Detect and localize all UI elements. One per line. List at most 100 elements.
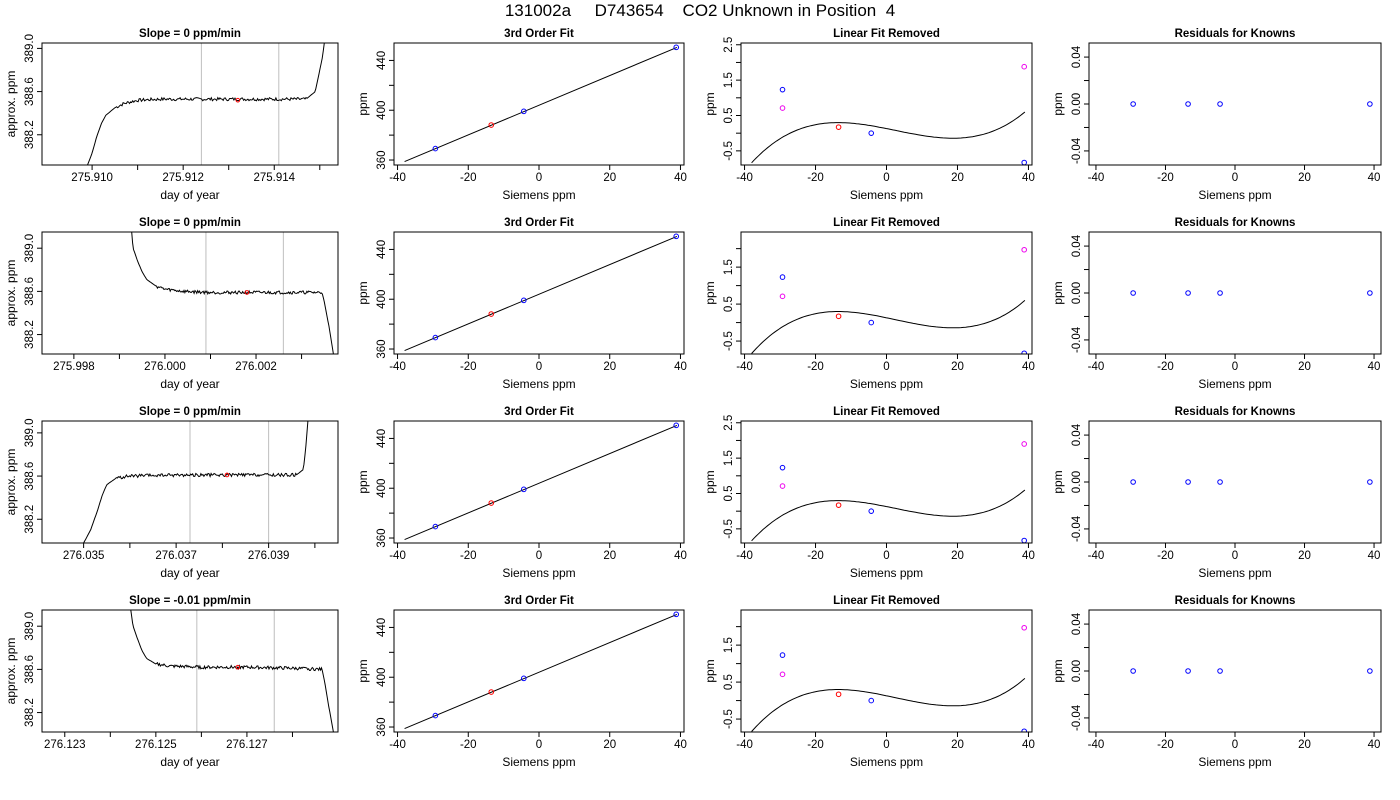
data-point-blue (779, 652, 786, 658)
data-point-blue (432, 523, 439, 530)
fit-curve (751, 300, 1026, 354)
y-tick-label: 400 (376, 290, 388, 309)
plot-area (131, 232, 334, 354)
x-tick-label: -40 (389, 361, 406, 373)
y-tick-label: 1.5 (723, 637, 735, 653)
data-point-red (835, 124, 842, 130)
panel-title: 3rd Order Fit (504, 406, 574, 418)
plot-frame (41, 42, 339, 166)
series-line (87, 43, 325, 165)
x-tick-label: 40 (1022, 172, 1035, 184)
y-tick-label: 0.5 (723, 296, 735, 312)
y-tick-label: 389.0 (24, 34, 36, 63)
panel-r0-c0: Slope = 0 ppm/min day of year approx. ppm 2… (4, 28, 339, 202)
x-axis-label: Siemens ppm (850, 377, 923, 391)
panel-r2-c2: Linear Fit Removed Siemens ppm ppm -40 -20 0 2… (703, 406, 1035, 580)
panel-title: Residuals for Knowns (1175, 28, 1296, 40)
panel-title: Slope = 0 ppm/min (139, 406, 241, 418)
plot-area (83, 421, 309, 543)
data-point-blue (1021, 350, 1027, 354)
x-axis-label: Siemens ppm (502, 755, 575, 769)
x-axis-label: day of year (160, 188, 219, 202)
panel-title: Linear Fit Removed (833, 406, 940, 418)
x-tick-label: -40 (1088, 550, 1105, 562)
x-axis-label: Siemens ppm (502, 566, 575, 580)
y-tick-label: 0.04 (1071, 423, 1083, 446)
x-tick-label: 276.035 (63, 550, 105, 562)
data-point-red (488, 689, 495, 695)
data-point-blue (1217, 479, 1223, 485)
y-tick-label: 2.5 (723, 415, 735, 431)
x-tick-label: 20 (951, 361, 964, 373)
panel-r0-c3: Residuals for Knowns Siemens ppm ppm -40 -20… (1051, 28, 1382, 202)
data-point-blue (779, 274, 786, 280)
data-point-red (835, 691, 842, 698)
plot-frame (1088, 231, 1382, 355)
plot-area (751, 63, 1027, 165)
x-tick-label: 0 (1232, 550, 1238, 562)
y-tick-label: 0.04 (1071, 612, 1083, 635)
data-point-blue (432, 334, 439, 341)
data-point-blue (868, 319, 875, 326)
panel-title: Linear Fit Removed (833, 28, 940, 40)
data-point-red (488, 500, 495, 506)
series-line (130, 610, 334, 732)
x-tick-label: 40 (674, 361, 687, 373)
y-axis-label: approx. ppm (4, 449, 18, 516)
y-tick-label: -0.5 (723, 141, 735, 161)
y-tick-label: 360 (376, 339, 388, 358)
y-axis-label: ppm (703, 281, 717, 304)
x-tick-label: -20 (460, 550, 477, 562)
y-axis-label: ppm (703, 92, 717, 115)
x-tick-label: -40 (736, 172, 753, 184)
x-tick-label: -40 (1088, 739, 1105, 751)
plot-frame (740, 609, 1033, 733)
x-tick-label: 0 (536, 172, 542, 184)
y-tick-label: 2.5 (723, 37, 735, 53)
panel-r2-c3: Residuals for Knowns Siemens ppm ppm -40 -20… (1051, 406, 1382, 580)
x-tick-label: -20 (1157, 172, 1174, 184)
plot-frame (41, 420, 339, 544)
y-tick-label: 0.00 (1071, 660, 1083, 682)
y-tick-label: 0.00 (1071, 471, 1083, 493)
plot-frame (41, 231, 339, 355)
data-point-magenta (779, 105, 786, 111)
x-tick-label: 275.912 (162, 172, 204, 184)
data-point-blue (520, 486, 527, 493)
y-tick-label: 0.5 (723, 674, 735, 690)
x-tick-label: 20 (1298, 361, 1311, 373)
data-point-blue (1185, 290, 1191, 296)
x-tick-label: 0 (883, 361, 889, 373)
x-tick-label: 275.998 (53, 361, 95, 373)
plot-area (404, 422, 680, 541)
data-point-blue (1367, 290, 1373, 296)
y-tick-label: 0.00 (1071, 282, 1083, 304)
y-tick-label: 388.6 (24, 462, 36, 491)
data-point-magenta (779, 483, 786, 489)
x-tick-label: -40 (389, 739, 406, 751)
x-tick-label: 276.127 (226, 739, 268, 751)
panel-r1-c3: Residuals for Knowns Siemens ppm ppm -40 -20… (1051, 217, 1382, 391)
plot-frame (393, 420, 685, 544)
data-point-blue (1217, 290, 1223, 296)
x-tick-label: 276.037 (155, 550, 197, 562)
plot-frame (740, 231, 1033, 355)
x-tick-label: 20 (1298, 739, 1311, 751)
x-tick-label: -20 (460, 172, 477, 184)
data-point-magenta (1021, 441, 1027, 447)
x-tick-label: 0 (1232, 361, 1238, 373)
x-tick-label: 20 (951, 172, 964, 184)
x-tick-label: 0 (883, 172, 889, 184)
x-tick-label: 40 (1022, 739, 1035, 751)
y-tick-label: 388.2 (24, 698, 36, 727)
plot-frame (393, 231, 685, 355)
data-point-blue (1217, 668, 1223, 674)
x-tick-label: 20 (603, 550, 616, 562)
panel-title: Residuals for Knowns (1175, 406, 1296, 418)
plot-area (1130, 668, 1373, 674)
y-tick-label: 440 (376, 51, 388, 70)
data-point-blue (520, 297, 527, 304)
data-point-blue (868, 697, 875, 704)
data-point-blue (1130, 668, 1136, 674)
